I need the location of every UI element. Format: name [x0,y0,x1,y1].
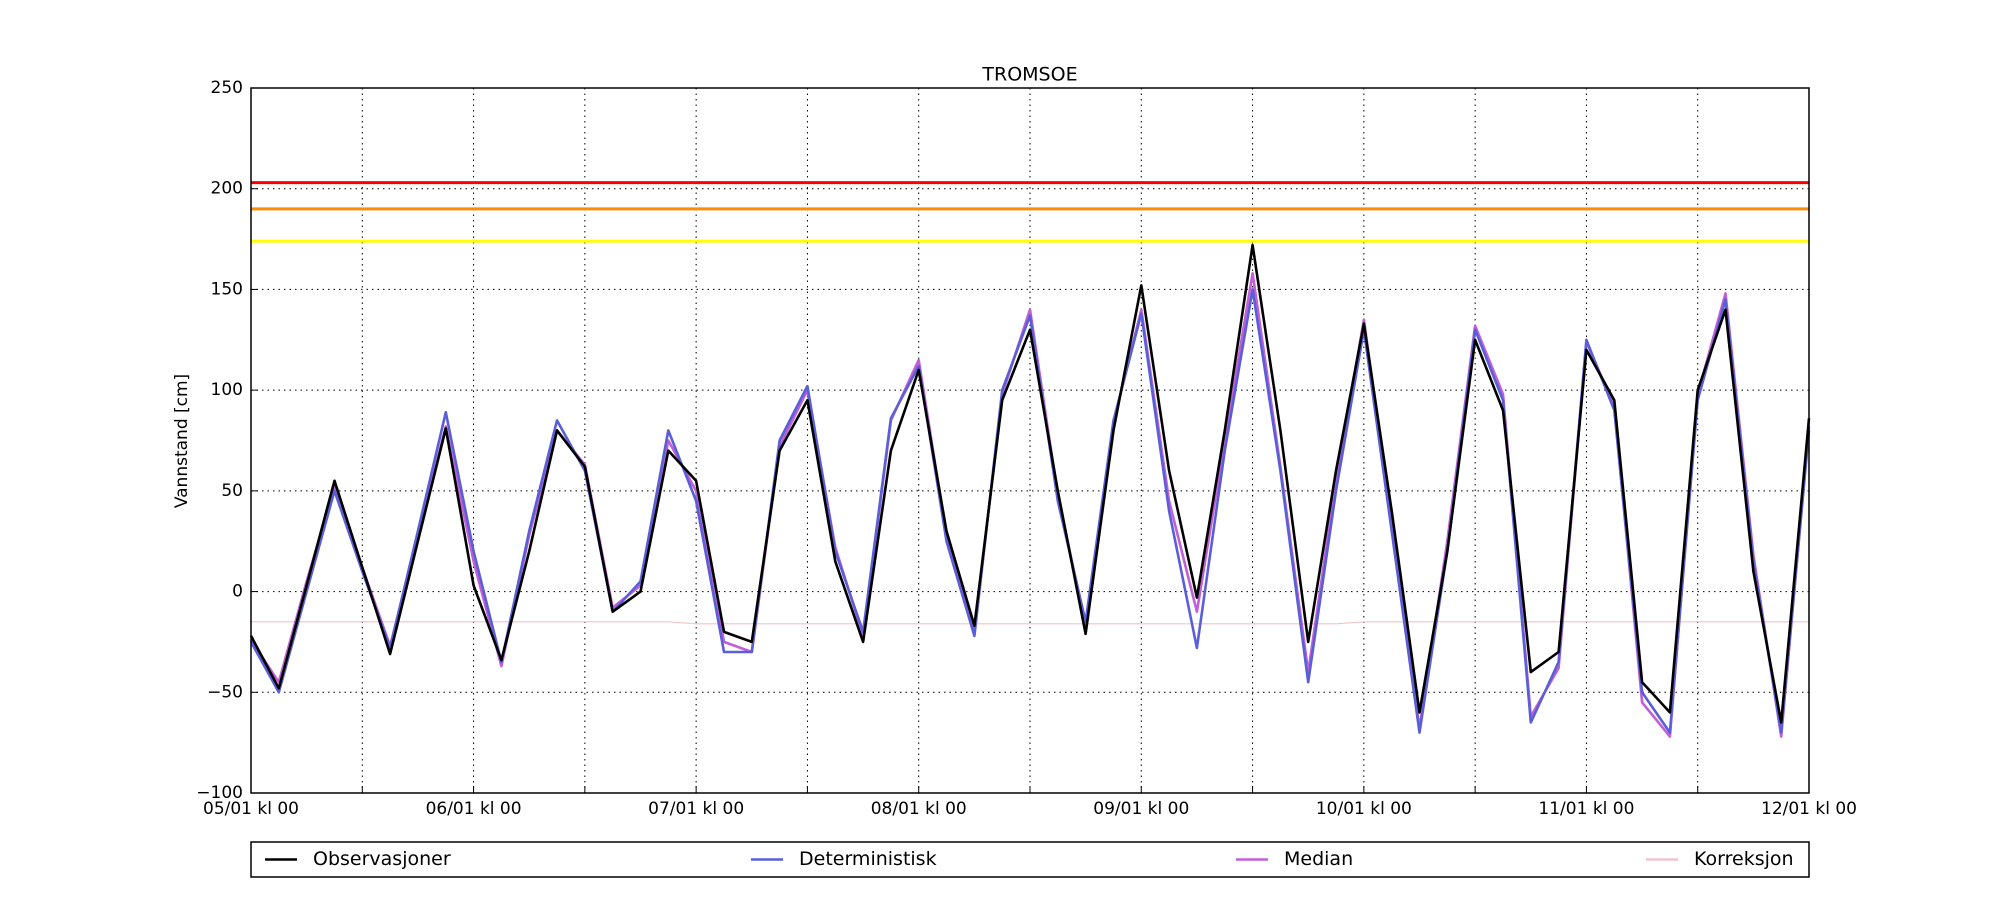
legend-label: Median [1284,848,1353,870]
x-tick-label: 09/01 kl 00 [1093,799,1189,819]
series-line [249,288,1811,734]
legend-label: Korreksjon [1694,848,1794,870]
y-axis-label: Vannstand [cm] [172,374,192,508]
y-tick-label: 100 [211,380,243,400]
legend-box [250,841,1810,878]
x-tick-label: 11/01 kl 00 [1538,799,1634,819]
series-line [249,243,1811,724]
x-tick-label: 10/01 kl 00 [1316,799,1412,819]
y-tick-label: 150 [211,279,243,299]
chart-title: TROMSOE [981,64,1077,86]
x-tick-label: 05/01 kl 00 [203,799,299,819]
x-tick-label: 07/01 kl 00 [648,799,744,819]
y-tick-label: 0 [232,582,243,602]
plot-frame [250,87,1810,794]
x-tick-label: 08/01 kl 00 [871,799,967,819]
y-tick-label: 250 [211,78,243,98]
y-tick-label: −100 [196,783,243,803]
y-tick-label: 50 [221,481,243,501]
y-tick-label: −50 [207,682,243,702]
x-tick-label: 06/01 kl 00 [426,799,522,819]
x-tick-label: 12/01 kl 00 [1761,799,1857,819]
legend-label: Deterministisk [799,848,937,870]
y-tick-label: 200 [211,179,243,199]
legend-label: Observasjoner [313,848,451,870]
